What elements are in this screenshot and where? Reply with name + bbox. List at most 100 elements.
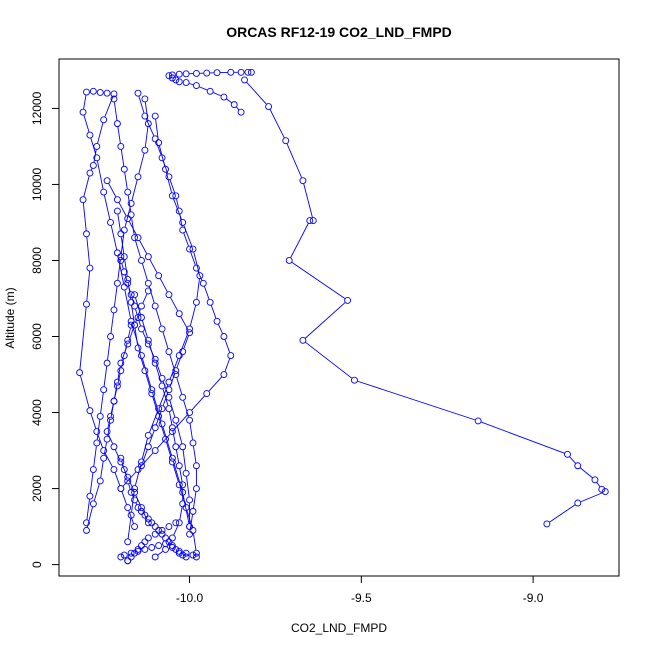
series-line-segment [162, 331, 169, 349]
data-point [172, 192, 180, 200]
series-line-segment [208, 376, 223, 392]
series-line-segment [303, 183, 313, 218]
data-point [86, 169, 94, 177]
series-line-segment [97, 122, 104, 144]
data-point [151, 359, 159, 367]
series-line-segment [183, 335, 189, 349]
data-point [182, 504, 190, 512]
series-line-segment [83, 95, 87, 110]
series-line-segment [357, 380, 476, 421]
series-line-segment [121, 491, 128, 505]
data-point [86, 492, 94, 500]
data-point [165, 538, 173, 546]
series-2 [241, 76, 609, 528]
series-line-segment [132, 495, 134, 498]
data-point [117, 359, 125, 367]
series-line-segment [131, 305, 135, 322]
data-point [100, 454, 108, 462]
series-line-segment [103, 366, 108, 387]
series-line-segment [107, 339, 111, 360]
data-point [110, 95, 118, 103]
data-point [124, 557, 132, 565]
series-line-segment [191, 395, 205, 411]
series-line-segment [169, 358, 179, 380]
data-point [110, 443, 118, 451]
series-line-segment [80, 375, 90, 408]
series-line-segment [122, 471, 137, 487]
series-line-segment [152, 396, 159, 414]
data-point [120, 268, 128, 276]
series-line-segment [196, 278, 200, 300]
data-point [265, 103, 273, 110]
series-line-segment [217, 324, 223, 334]
data-point [93, 439, 101, 447]
data-point [155, 139, 163, 147]
data-point [141, 511, 149, 519]
series-line-segment [100, 461, 104, 478]
series-line-segment [246, 82, 267, 105]
data-point [237, 68, 245, 76]
data-point [179, 500, 187, 508]
data-point [144, 519, 152, 527]
data-point [591, 476, 599, 484]
series-line-segment [131, 179, 138, 201]
data-point [83, 519, 90, 527]
series-14 [103, 321, 152, 527]
series-line-segment [107, 419, 111, 429]
data-point [89, 466, 97, 474]
data-point [165, 405, 173, 413]
data-point [172, 367, 180, 375]
data-point [172, 371, 180, 378]
series-line-segment [189, 423, 193, 440]
data-point [199, 279, 207, 287]
series-line-segment [90, 413, 97, 429]
data-point [175, 519, 183, 527]
series-line-segment [124, 206, 131, 227]
data-point [117, 367, 125, 375]
series-9 [103, 177, 194, 470]
series-line-segment [86, 499, 90, 520]
series-line-segment [169, 411, 173, 425]
series-line-segment [113, 102, 118, 121]
data-point [168, 428, 176, 435]
data-point [192, 485, 200, 493]
series-line-segment [120, 149, 125, 167]
series-line-segment [157, 550, 164, 556]
data-point [192, 264, 200, 272]
series-line-segment [193, 446, 197, 463]
data-point [124, 188, 132, 196]
data-point [144, 253, 152, 261]
data-point [179, 481, 187, 489]
series-line-segment [127, 195, 132, 212]
series-15 [117, 454, 190, 561]
series-line-segment [117, 256, 125, 284]
data-point [124, 477, 132, 485]
data-point [144, 515, 152, 523]
series-17 [124, 519, 180, 565]
data-point [543, 520, 551, 528]
data-point [131, 523, 139, 531]
series-line-segment [104, 453, 113, 467]
data-point [141, 538, 149, 546]
data-point [165, 348, 173, 356]
data-point [110, 306, 118, 314]
data-point [165, 173, 173, 181]
data-point [124, 473, 132, 481]
y-axis-label: Altitude (m) [3, 287, 17, 348]
y-tick-label: 2000 [30, 475, 44, 502]
data-point [124, 504, 132, 512]
series-line-segment [166, 442, 172, 459]
data-point [189, 439, 197, 447]
data-point [127, 200, 135, 207]
series-line-segment [118, 202, 127, 216]
data-point [151, 447, 159, 455]
data-point [113, 382, 121, 390]
data-point [155, 272, 163, 280]
data-point [155, 542, 163, 550]
series-line-segment [193, 252, 200, 273]
data-point [189, 526, 197, 534]
series-line-segment [183, 400, 190, 418]
data-point [117, 253, 125, 261]
data-point [131, 496, 139, 504]
